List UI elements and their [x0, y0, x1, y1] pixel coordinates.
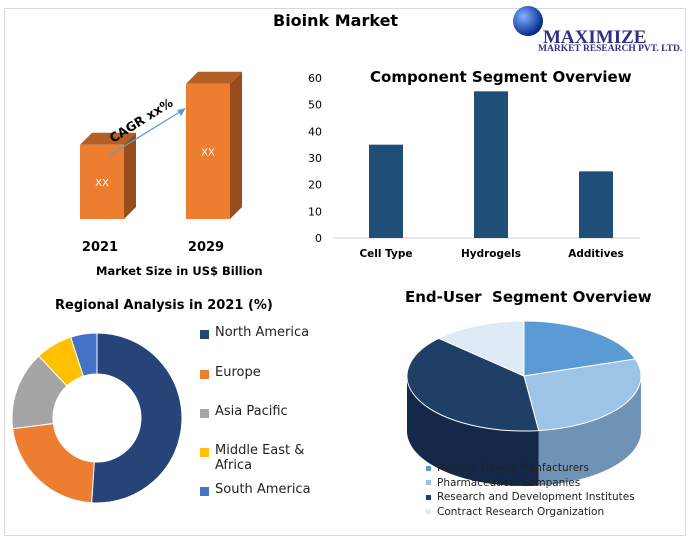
bar-Hydrogels	[474, 91, 508, 238]
market-size-xlabel: Market Size in US$ Billion	[96, 264, 263, 278]
bar-top	[80, 132, 136, 145]
legend-label: Research and Development Institutes	[437, 491, 635, 503]
legend-swatch	[200, 330, 209, 339]
bar-2021	[80, 144, 124, 219]
frame	[4, 8, 686, 536]
bar-side	[230, 71, 242, 219]
legend-label: Pharmaceutical Companies	[437, 476, 581, 489]
pie3d-slice-0	[523, 320, 637, 377]
donut-slice-1	[12, 422, 95, 504]
y-tick-label: 30	[308, 152, 322, 165]
legend-swatch	[426, 509, 431, 514]
legend-label: Asia Pacific	[215, 404, 288, 419]
legend-item: South America	[200, 482, 311, 500]
legend-swatch	[200, 370, 209, 379]
bar-Additives	[579, 171, 613, 238]
logo-name: MAXIMIZE	[543, 27, 647, 48]
x-tick-label: 2029	[188, 240, 224, 255]
legend-swatch	[200, 409, 209, 418]
bar-top	[186, 71, 242, 84]
logo: MAXIMIZE MARKET RESEARCH PVT. LTD.	[505, 4, 690, 54]
cagr-arrow	[109, 109, 184, 156]
cagr-label: CAGR xx%	[107, 95, 176, 146]
legend-swatch	[426, 480, 431, 485]
legend-swatch	[200, 448, 209, 457]
logo-sub: MARKET RESEARCH PVT. LTD.	[538, 44, 683, 54]
bar-Cell Type	[369, 144, 403, 238]
legend-label: Contract Research Organization	[437, 505, 605, 518]
legend-swatch	[200, 487, 209, 496]
pie3d-side-1	[538, 376, 641, 486]
legend-item: Medical Device Manfacturers	[426, 462, 589, 474]
legend-item: Contract Research Organization	[426, 506, 604, 518]
x-tick-label: Additives	[568, 248, 624, 260]
y-tick-label: 20	[308, 179, 322, 192]
legend-label: North America	[215, 325, 310, 340]
y-tick-label: 60	[308, 72, 322, 85]
pie3d-title: End-User Segment Overview	[405, 288, 652, 306]
y-tick-label: 40	[308, 125, 322, 138]
legend-label: Europe	[215, 365, 261, 380]
x-tick-label: 2021	[82, 240, 118, 255]
legend-item: Europe	[200, 365, 261, 383]
cagr-arrowhead	[177, 108, 186, 116]
y-tick-label: 0	[315, 232, 322, 245]
legend-label: Medical Device Manfacturers	[437, 462, 589, 474]
legend-item: Middle East & Africa	[200, 443, 305, 473]
pie3d-slice-2	[406, 337, 540, 432]
pie3d-slice-3	[437, 320, 525, 377]
y-tick-label: 10	[308, 205, 322, 218]
bar-2029	[186, 83, 230, 219]
legend-item: Asia Pacific	[200, 404, 288, 422]
pie3d-slice-1	[523, 358, 642, 432]
x-tick-label: Hydrogels	[461, 248, 521, 260]
bar-data-label: XX	[201, 147, 215, 158]
bar-data-label: XX	[95, 178, 109, 189]
legend-label: South America	[215, 482, 311, 497]
donut-slice-4	[70, 332, 98, 377]
legend-item: North America	[200, 325, 310, 343]
legend-label: Africa	[215, 458, 253, 473]
x-tick-label: Cell Type	[359, 248, 412, 260]
bar-side	[124, 132, 136, 219]
donut-title: Regional Analysis in 2021 (%)	[55, 298, 273, 313]
bar-chart-title: Component Segment Overview	[370, 68, 632, 86]
main-title: Bioink Market	[273, 11, 399, 30]
legend-item: Pharmaceutical Companies	[426, 477, 580, 489]
donut-slice-0	[91, 332, 183, 504]
legend-item: Research and Development Institutes	[426, 491, 635, 503]
globe-icon	[513, 6, 543, 36]
y-tick-label: 50	[308, 99, 322, 112]
legend-swatch	[426, 494, 431, 500]
legend-label: Middle East &	[215, 443, 305, 458]
pie3d-side-2	[407, 376, 539, 487]
legend-swatch	[426, 465, 431, 471]
